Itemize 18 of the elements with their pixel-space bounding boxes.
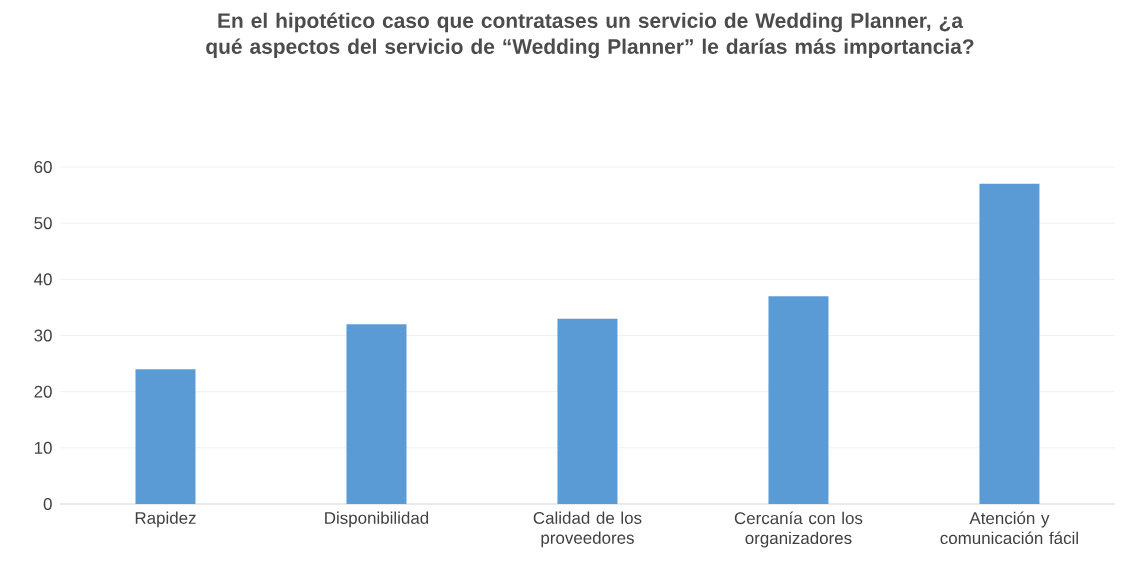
y-tick-label: 0 bbox=[43, 498, 52, 510]
bar bbox=[346, 324, 407, 504]
x-tick-label: Cercanía con los organizadores bbox=[734, 511, 863, 548]
x-tick-label: Rapidez bbox=[135, 511, 196, 528]
y-tick-label: 50 bbox=[34, 217, 52, 230]
x-tick-label: Calidad de los proveedores bbox=[533, 511, 642, 548]
y-tick-label: 20 bbox=[34, 385, 52, 398]
bar bbox=[768, 296, 829, 504]
chart-title: En el hipotético caso que contratases un servicio de Wedding Planner, ¿a qué aspectos del servicio de “Wedding Planner” le darías más importancia? bbox=[206, 12, 974, 59]
y-tick-label: 60 bbox=[34, 161, 52, 173]
bar bbox=[979, 183, 1040, 504]
y-tick-label: 30 bbox=[34, 329, 52, 342]
bar bbox=[135, 369, 196, 504]
y-tick-label: 40 bbox=[34, 273, 52, 286]
x-tick-label: Disponibilidad bbox=[325, 511, 429, 528]
x-tick-label: Atención y comunicación fácil bbox=[940, 511, 1078, 545]
y-tick-label: 10 bbox=[34, 441, 52, 454]
bar bbox=[557, 318, 618, 504]
